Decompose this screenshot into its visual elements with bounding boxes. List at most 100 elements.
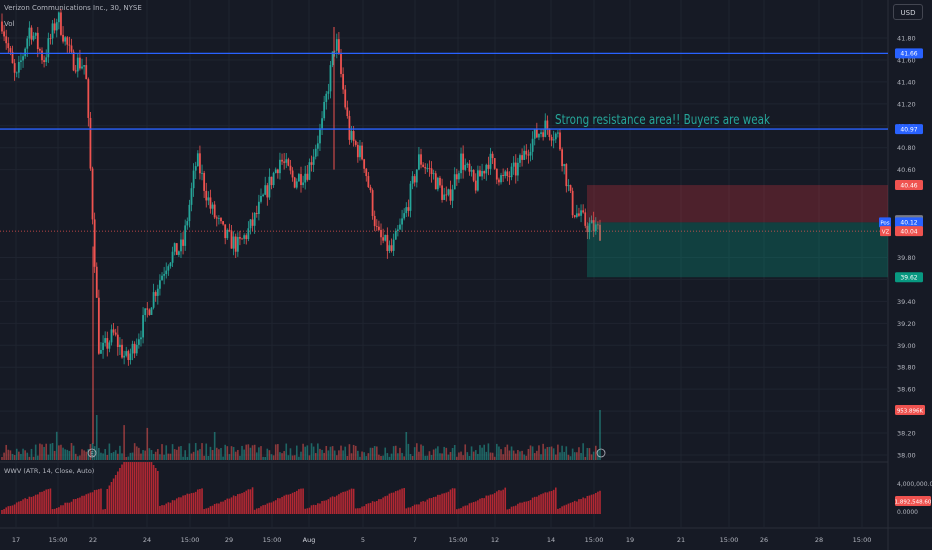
volume-bar xyxy=(342,450,344,460)
candle-body xyxy=(228,229,231,231)
indicator-bar xyxy=(135,462,138,514)
indicator-bar xyxy=(474,501,477,514)
candle-body xyxy=(232,236,235,249)
candle-body xyxy=(516,162,519,176)
indicator-bar xyxy=(333,496,336,514)
candle-body xyxy=(192,170,195,189)
indicator-bar xyxy=(13,504,16,514)
candle-body xyxy=(590,220,593,224)
candle-body xyxy=(112,329,115,333)
indicator-bar xyxy=(167,502,170,514)
x-tick-label: 15:00 xyxy=(181,536,200,544)
indicator-bar xyxy=(401,488,403,514)
indicator-bar xyxy=(102,509,104,514)
indicator-bar xyxy=(114,475,117,514)
indicator-bar xyxy=(232,495,235,514)
candle-body xyxy=(121,344,123,358)
candle-body xyxy=(17,61,20,73)
candle-body xyxy=(169,262,172,267)
volume-bar xyxy=(66,449,69,460)
indicator-bar xyxy=(112,478,115,514)
indicator-bar xyxy=(584,498,587,514)
volume-bar xyxy=(554,454,557,460)
indicator-bar xyxy=(295,490,298,514)
volume-bar xyxy=(79,455,81,460)
volume-bar xyxy=(209,446,212,460)
volume-bar xyxy=(268,450,271,460)
candles xyxy=(1,8,601,366)
candle-body xyxy=(110,329,113,343)
indicator-bar xyxy=(260,506,262,514)
indicator-bar xyxy=(85,494,88,514)
indicator-bar xyxy=(403,488,405,514)
y-tick-label: 39.20 xyxy=(897,320,916,328)
indicator-bar xyxy=(237,494,239,514)
indicator-bar xyxy=(119,468,121,514)
candle-body xyxy=(396,229,399,232)
candle-body xyxy=(100,349,102,354)
volume-bar xyxy=(43,446,45,460)
indicator-bar xyxy=(300,488,302,514)
volume-bar xyxy=(527,449,530,460)
indicator-scale-label: 0.0000 xyxy=(897,509,918,516)
indicator-bar xyxy=(563,505,566,514)
volume-bar xyxy=(154,451,157,460)
candle-body xyxy=(104,338,107,343)
indicator-bar xyxy=(449,489,452,514)
indicator-bar xyxy=(175,498,178,514)
volume-bar xyxy=(394,445,397,460)
indicator-bar xyxy=(462,506,464,514)
volume-bar xyxy=(247,444,250,460)
volume-bar xyxy=(397,453,399,460)
indicator-bar xyxy=(479,498,481,514)
indicator-bar xyxy=(576,501,578,514)
candle-body xyxy=(93,219,96,267)
volume-bar xyxy=(142,450,144,460)
candle-body xyxy=(287,159,290,166)
candle-body xyxy=(211,204,214,209)
volume-bar xyxy=(30,448,33,460)
volume-bar xyxy=(1,456,3,460)
candle-body xyxy=(525,150,528,155)
indicator-bar xyxy=(552,489,555,514)
currency-button[interactable]: USD xyxy=(893,4,923,20)
indicator-bar xyxy=(89,492,92,514)
indicator-bar xyxy=(536,496,538,514)
indicator-bar xyxy=(104,509,106,514)
volume-bar xyxy=(462,455,464,460)
volume-bar xyxy=(514,453,517,460)
candle-body xyxy=(346,107,349,117)
indicator-bar xyxy=(580,499,582,514)
volume-bar xyxy=(453,445,456,460)
candle-body xyxy=(220,218,222,222)
indicator-bar xyxy=(502,489,504,514)
candle-body xyxy=(439,177,441,186)
indicator-bar xyxy=(1,509,3,514)
candle-body xyxy=(380,229,382,238)
indicator-bar xyxy=(277,498,279,514)
y-tick-label: 41.80 xyxy=(897,35,916,43)
indicator-bar xyxy=(384,496,387,514)
indicator-bar xyxy=(178,497,180,514)
indicator-bar xyxy=(140,462,142,514)
candle-body xyxy=(443,194,446,200)
volume-bar xyxy=(491,452,494,460)
volume-bar xyxy=(175,449,178,460)
volume-bar xyxy=(127,456,130,460)
candle-body xyxy=(81,66,83,69)
candle-body xyxy=(592,220,595,232)
volume-bar xyxy=(430,455,433,460)
indicator-bar xyxy=(388,493,391,514)
candle-body xyxy=(529,151,532,156)
indicator-bar xyxy=(308,507,311,514)
indicator-bar xyxy=(285,494,288,514)
indicator-bar xyxy=(228,498,231,514)
candle-body xyxy=(127,351,130,360)
y-tick-label: 39.00 xyxy=(897,342,916,350)
candle-body xyxy=(47,38,50,58)
candle-body xyxy=(348,116,351,140)
indicator-bar xyxy=(533,496,536,514)
indicator-bar xyxy=(64,502,66,514)
indicator-bar xyxy=(588,495,591,514)
